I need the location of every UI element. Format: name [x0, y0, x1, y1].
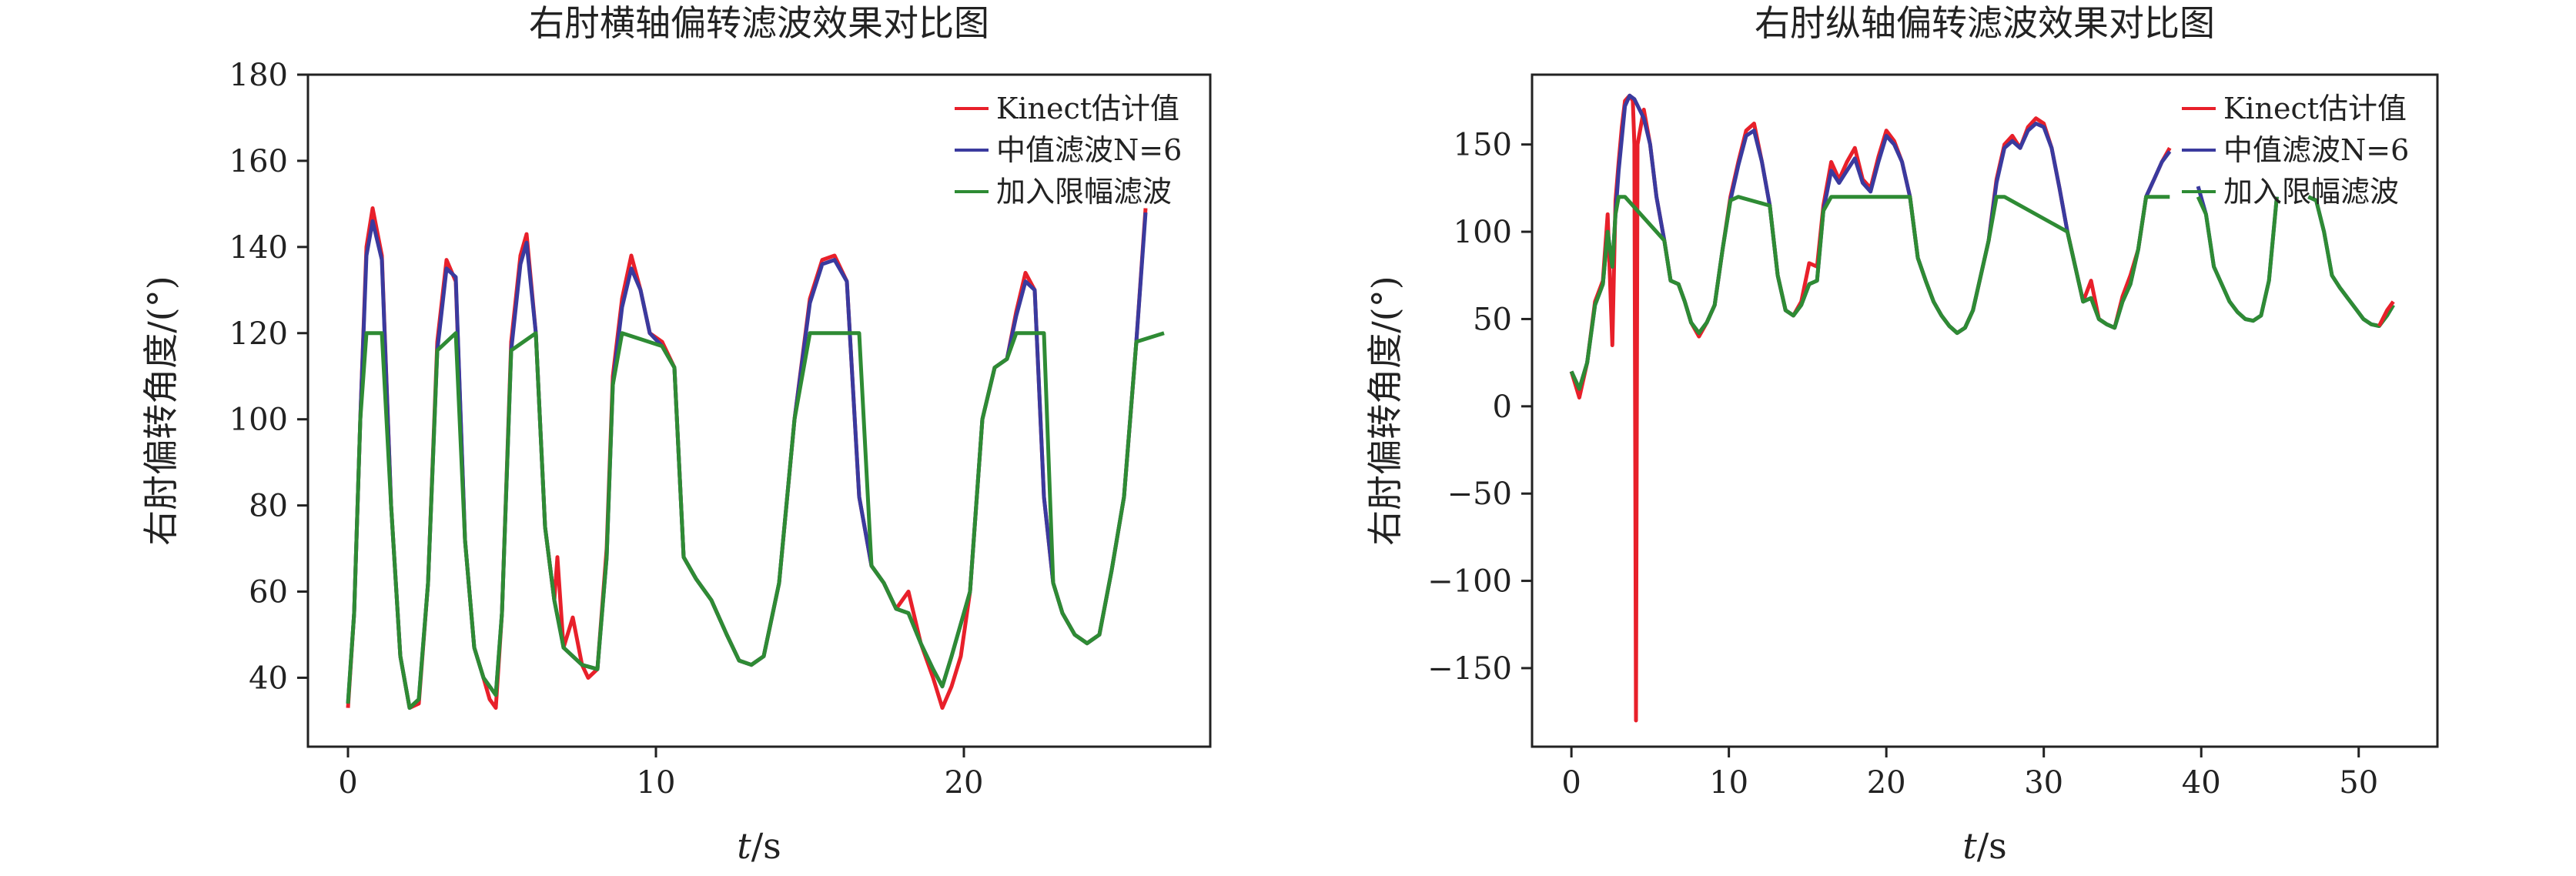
x-tick-label: 20 [945, 765, 984, 801]
x-tick-label: 10 [637, 765, 676, 801]
y-tick-label: 140 [229, 230, 288, 266]
x-tick-label: 20 [1867, 765, 1906, 801]
chart-panel-2: 右肘纵轴偏转滤波效果对比图 0 10 20 30 40 50 −150 −100 −50 0 50 10… [1364, 2, 2439, 867]
series-line-3 [1569, 195, 2170, 391]
y-tick-label: 80 [249, 489, 288, 524]
x-axis-label: t/s [1962, 825, 2007, 867]
chart-title: 右肘横轴偏转滤波效果对比图 [529, 2, 989, 44]
legend-label: 加入限幅滤波 [996, 175, 1172, 209]
x-tick-label: 30 [2024, 765, 2063, 801]
x-axis-label-var: t [1962, 825, 1977, 867]
series-line-2 [346, 212, 1148, 710]
y-tick-label: 100 [229, 403, 288, 438]
series-line-8 [2377, 300, 2395, 327]
legend-label: Kinect估计值 [996, 92, 1179, 125]
legend-label: Kinect估计值 [2223, 92, 2407, 125]
series-line-5 [2196, 196, 2279, 323]
y-tick-label: 120 [229, 316, 288, 352]
y-tick-label: −100 [1427, 564, 1512, 600]
x-tick-label: 10 [1709, 765, 1748, 801]
x-tick-label: 0 [1561, 765, 1581, 801]
chart-title: 右肘纵轴偏转滤波效果对比图 [1755, 2, 2215, 44]
y-tick-label: 60 [249, 575, 288, 610]
x-tick-label: 0 [338, 765, 357, 801]
legend-label: 加入限幅滤波 [2223, 175, 2399, 209]
y-tick-label: 160 [229, 144, 288, 179]
y-tick-label: 0 [1493, 390, 1512, 425]
x-axis-label: t/s [737, 825, 781, 867]
series-line-2 [1569, 93, 2172, 391]
y-tick-label: 180 [229, 58, 288, 93]
legend-label: 中值滤波N=6 [2223, 133, 2409, 167]
series-line-3 [346, 331, 1165, 710]
x-axis-label-var: t [737, 825, 751, 867]
y-tick-label: 150 [1454, 128, 1512, 163]
legend-label: 中值滤波N=6 [996, 133, 1182, 167]
plot-frame [1531, 73, 2439, 748]
x-axis-label-unit: /s [751, 825, 781, 867]
x-tick-label: 50 [2339, 765, 2378, 801]
y-tick-label: 50 [1473, 302, 1512, 337]
y-tick-label: −150 [1427, 651, 1512, 687]
chart-panel-1: 右肘横轴偏转滤波效果对比图 0 10 20 40 60 80 100 120 140 160 180 t… [140, 2, 1212, 867]
y-axis-label: 右肘偏转角度/(°) [140, 276, 182, 545]
series-line-7 [2307, 195, 2395, 328]
x-tick-label: 40 [2182, 765, 2221, 801]
plot-frame [306, 73, 1212, 748]
y-tick-label: −50 [1447, 476, 1512, 512]
x-axis-label-unit: /s [1977, 825, 2007, 867]
y-tick-label: 40 [249, 660, 288, 696]
y-axis-label: 右肘偏转角度/(°) [1364, 276, 1406, 545]
y-tick-label: 100 [1454, 215, 1512, 250]
